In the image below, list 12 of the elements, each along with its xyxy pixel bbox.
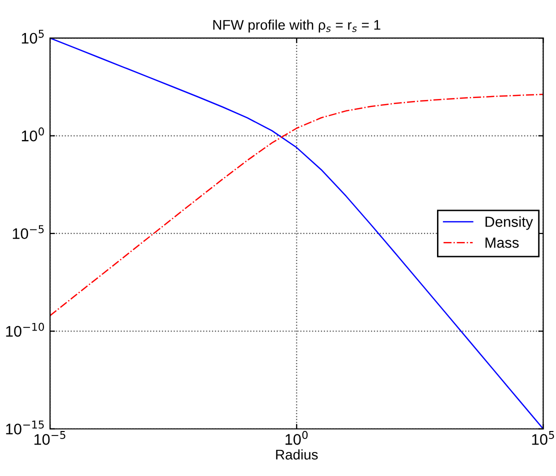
legend-label: Mass	[486, 238, 519, 248]
x-tick-label: 10$^{0}$	[286, 430, 308, 445]
y-tick-label: 10$^{0}$	[22, 127, 44, 142]
line-series	[50, 94, 544, 316]
line-series	[50, 38, 544, 429]
chart-title: NFW profile with ρ$_{s}$ = r$_{s}$ = 1	[213, 20, 380, 33]
x-axis-title: Radius	[276, 449, 318, 460]
legend-label: Density	[486, 216, 533, 230]
x-tick-label: 10$^{5}$	[532, 431, 554, 445]
y-tick-label: 10$^{−10}$	[6, 322, 44, 337]
y-tick-label: 10$^{−5}$	[12, 225, 44, 240]
y-tick-label: 10$^{5}$	[22, 30, 44, 44]
